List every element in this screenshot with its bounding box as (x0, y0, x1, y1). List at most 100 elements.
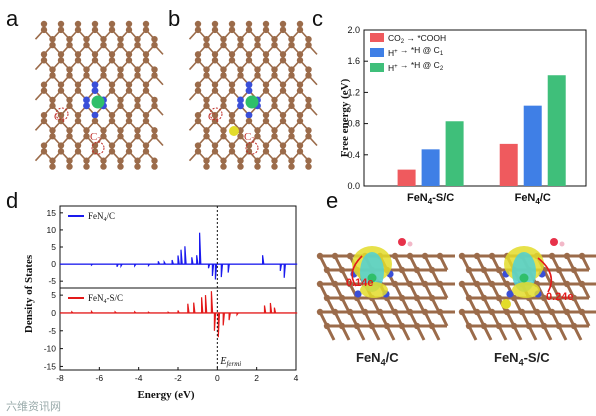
carbon-atom (151, 66, 158, 73)
carbon-atom (288, 72, 295, 79)
carbon-atom (271, 66, 278, 73)
slab-carbon-atom (383, 322, 391, 330)
carbon-atom (220, 163, 227, 170)
legend-entry: CO2 → *COOH (388, 33, 446, 45)
carbon-atom (49, 102, 56, 110)
slab-iron-atom (367, 273, 377, 283)
isosurface-right (501, 238, 565, 309)
slab-carbon-atom (406, 252, 414, 260)
carbon-atom (228, 142, 236, 149)
carbon-atom (40, 26, 48, 34)
y-tick-label: 1.6 (347, 56, 360, 66)
carbon-atom (91, 51, 99, 58)
carbon-atom (74, 81, 82, 88)
carbon-atom (228, 81, 236, 88)
carbon-atom (245, 26, 253, 34)
slab-carbon-atom (480, 294, 488, 302)
isosurface-left (351, 238, 413, 298)
slab-carbon-atom (548, 252, 556, 260)
carbon-atom (66, 66, 73, 73)
nitrogen-atom (237, 96, 244, 104)
slab-carbon-atom (533, 308, 541, 316)
carbon-atom (194, 142, 202, 149)
carbon-atom (117, 35, 124, 43)
carbon-atom (83, 35, 90, 43)
carbon-atom (40, 117, 48, 125)
carbon-atom (151, 72, 158, 79)
carbon-atom (74, 142, 82, 149)
carbon-atom (279, 111, 287, 119)
slab-carbon-atom (495, 322, 503, 330)
carbon-atom (57, 142, 65, 149)
carbon-atom (91, 148, 99, 155)
site-label-c1-b-sub: 1 (215, 116, 219, 124)
carbon-atom (203, 35, 210, 43)
carbon-atom (108, 51, 116, 58)
legend-swatch (370, 33, 384, 42)
carbon-atom (83, 127, 90, 134)
isosurface-yellow-lower (360, 282, 388, 298)
carbon-atom (220, 66, 227, 73)
carbon-atom (66, 72, 73, 79)
dos-y-tick-label: 5 (51, 242, 56, 252)
carbon-atom (211, 20, 219, 28)
carbon-atom (288, 127, 295, 134)
slab-carbon-atom (465, 294, 473, 302)
y-tick-label: 0.4 (347, 150, 360, 160)
carbon-atom (262, 26, 270, 34)
slab-carbon-atom (398, 322, 406, 330)
slab-carbon-atom (413, 294, 421, 302)
carbon-atom (288, 102, 295, 110)
carbon-atom (142, 117, 150, 125)
carbon-atom (271, 72, 278, 79)
legend-swatch (370, 63, 384, 72)
carbon-atom (40, 81, 48, 88)
dos-series-line (60, 232, 298, 280)
slab-carbon-atom (398, 294, 406, 302)
carbon-atom (57, 87, 65, 94)
carbon-atom (296, 57, 304, 64)
slab-carbon-atom (488, 252, 496, 260)
slab-carbon-atom (323, 322, 331, 330)
carbon-atom (83, 157, 90, 164)
carbon-atom (142, 81, 150, 88)
slab-nitrogen-atom (506, 290, 514, 298)
slab-carbon-atom (473, 308, 481, 316)
carbon-atom (100, 41, 107, 49)
carbon-atom (117, 72, 124, 79)
dos-x-tick-label: -2 (174, 373, 182, 383)
slab-carbon-atom (413, 322, 421, 330)
legend-entry: H+ → *H @ C2 (388, 60, 444, 73)
carbon-atom (262, 117, 270, 125)
slab-carbon-atom (436, 252, 444, 260)
carbon-atom (194, 148, 202, 155)
slab-carbon-atom (428, 266, 436, 274)
carbon-atom (288, 35, 295, 43)
carbon-atom (194, 87, 202, 94)
nitrogen-atom (83, 102, 90, 110)
carbon-atom (203, 157, 210, 164)
slab-carbon-atom (563, 252, 571, 260)
carbon-atom (108, 111, 116, 119)
slab-carbon-atom (578, 280, 586, 288)
carbon-atom (91, 117, 99, 125)
dos-lines (60, 232, 298, 338)
slab-carbon-atom (473, 252, 481, 260)
carbon-atom (125, 148, 133, 155)
carbon-atom (237, 133, 244, 140)
dos-x-tick-label: 4 (294, 373, 299, 383)
site-marker-c1-a: C1 (54, 107, 69, 124)
slab-carbon-atom (338, 294, 346, 302)
carbon-atom (151, 133, 158, 140)
carbon-atom (83, 41, 90, 49)
slab-carbon-atom (338, 322, 346, 330)
carbon-atom (279, 142, 287, 149)
carbon-atom (279, 148, 287, 155)
slab-carbon-atom (570, 322, 578, 330)
carbon-atom (296, 142, 304, 149)
carbon-atom (288, 96, 295, 104)
legend-entry: H+ → *H @ C1 (388, 45, 444, 58)
dos-y-tick-label: -5 (48, 326, 56, 336)
carbon-atom (203, 72, 210, 79)
charge-transfer-arrow (351, 255, 363, 287)
